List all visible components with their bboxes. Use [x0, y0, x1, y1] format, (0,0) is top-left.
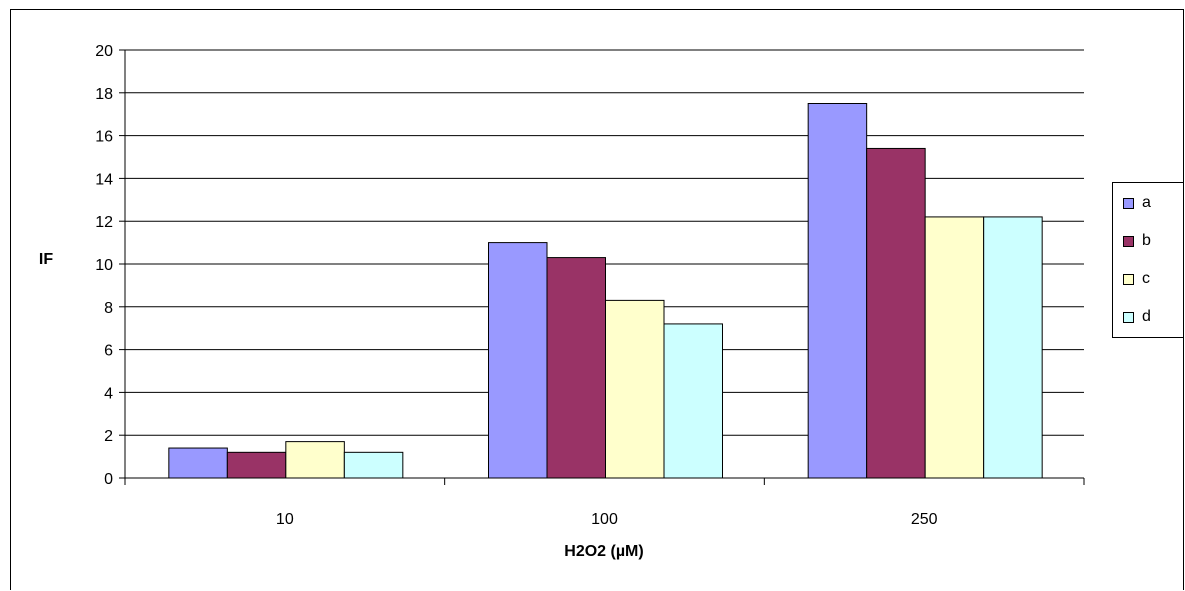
y-tick-label: 10 — [95, 257, 113, 274]
y-tick-label: 4 — [104, 385, 113, 402]
y-tick-label: 6 — [104, 343, 113, 360]
y-tick-label: 18 — [95, 86, 113, 103]
legend-swatch — [1123, 273, 1134, 285]
y-tick-label: 14 — [95, 171, 113, 188]
bar-d-10 — [343, 451, 404, 479]
bar-d-250 — [983, 216, 1043, 479]
legend: a b c d — [1112, 182, 1184, 338]
legend-label: a — [1142, 194, 1151, 211]
y-tick-label: 20 — [95, 43, 113, 60]
legend-swatch — [1123, 235, 1134, 247]
legend-item-a: a — [1123, 193, 1151, 213]
legend-item-c: c — [1123, 269, 1150, 289]
y-tick-label: 8 — [104, 300, 113, 317]
bar-c-10 — [285, 441, 345, 479]
legend-item-b: b — [1123, 231, 1151, 251]
legend-label: b — [1142, 232, 1151, 249]
bars — [168, 103, 1043, 479]
y-tick-label: 2 — [104, 428, 113, 445]
bar-b-10 — [226, 451, 287, 479]
bar-a-250 — [807, 103, 868, 479]
bar-d-100 — [663, 323, 723, 479]
bar-a-10 — [168, 447, 228, 479]
y-tick-label: 16 — [95, 129, 113, 146]
axes — [119, 49, 1085, 485]
legend-label: d — [1142, 308, 1151, 325]
legend-swatch — [1123, 197, 1134, 209]
legend-item-d: d — [1123, 307, 1151, 327]
x-tick-label: 100 — [591, 511, 618, 528]
y-tick-label: 0 — [104, 471, 113, 488]
bar-c-250 — [924, 216, 985, 479]
bar-b-100 — [546, 257, 606, 479]
x-axis-title: H2O2 (µM) — [564, 543, 643, 560]
tick-labels: 0 2 4 6 8 10 12 14 16 18 20 10 100 250 — [95, 43, 937, 528]
y-tick-label: 12 — [95, 214, 113, 231]
bar-a-100 — [488, 242, 548, 479]
bar-b-250 — [866, 147, 926, 479]
bar-c-100 — [605, 299, 665, 479]
x-tick-label: 250 — [911, 511, 938, 528]
y-axis-title: IF — [39, 251, 53, 268]
legend-label: c — [1142, 270, 1150, 287]
x-tick-label: 10 — [276, 511, 294, 528]
legend-swatch — [1123, 311, 1134, 323]
